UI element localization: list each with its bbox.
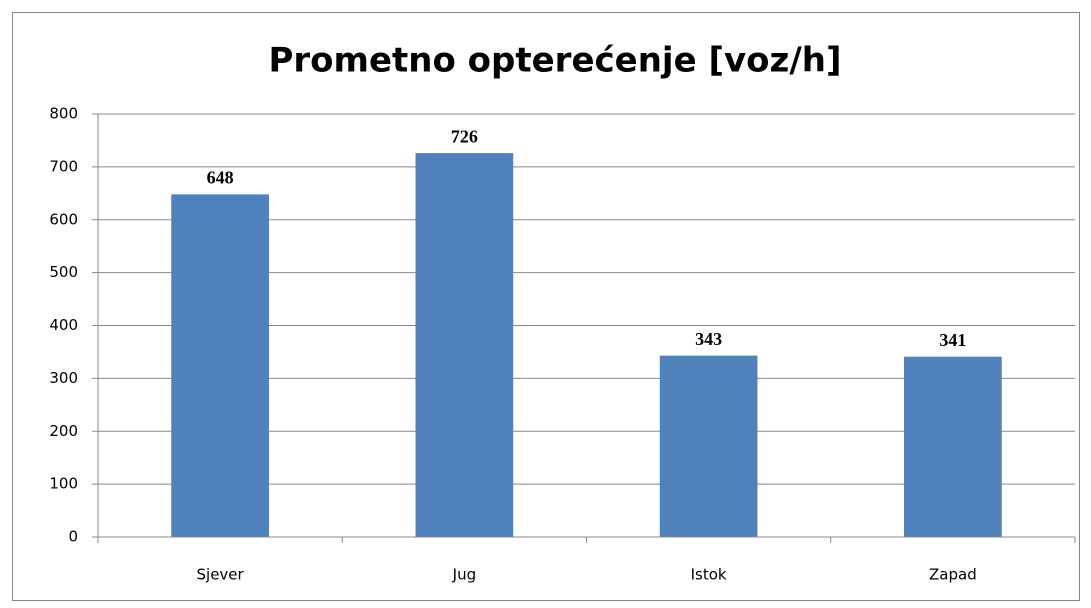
bar [171, 194, 269, 537]
value-label: 341 [939, 330, 966, 350]
y-tick-label: 100 [49, 475, 78, 493]
y-tick-label: 700 [49, 157, 78, 175]
bar [904, 356, 1002, 537]
chart-title: Prometno opterećenje [voz/h] [268, 41, 841, 81]
y-tick-label: 400 [49, 316, 78, 334]
bar [415, 153, 514, 537]
value-label: 726 [451, 126, 478, 146]
value-label: 648 [207, 167, 234, 187]
y-tick-label: 0 [68, 528, 78, 546]
y-tick-label: 300 [49, 369, 78, 387]
bar [659, 355, 758, 537]
y-tick-label: 200 [49, 422, 78, 440]
x-tick-label: Jug [452, 566, 476, 584]
x-tick-label: Sjever [197, 566, 245, 584]
y-tick-label: 500 [49, 263, 78, 281]
value-label: 343 [695, 329, 722, 349]
x-tick-label: Istok [691, 566, 727, 584]
y-tick-label: 800 [49, 105, 78, 123]
y-tick-label: 600 [49, 210, 78, 228]
x-tick-label: Zapad [929, 566, 977, 584]
